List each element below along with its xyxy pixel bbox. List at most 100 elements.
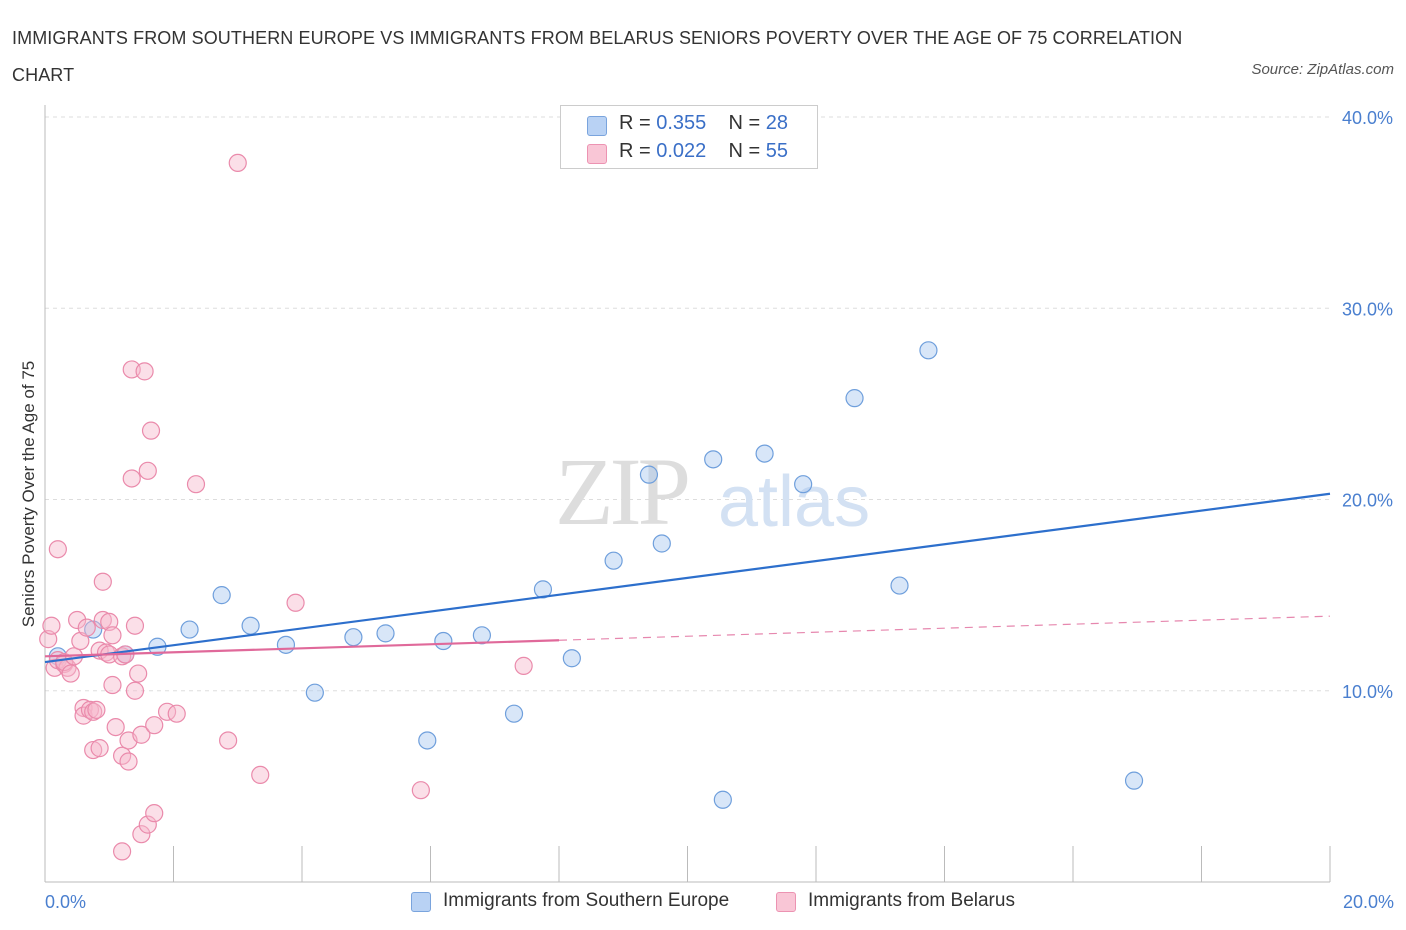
legend-n-value: 55 [765,140,789,162]
series-belarus [39,153,533,861]
bottom-legend-swatch-southern-europe [411,892,431,912]
data-point [80,700,100,719]
data-point [87,700,106,719]
data-point [604,551,623,570]
data-point [103,675,122,695]
watermark-zip: ZIP [555,438,688,545]
legend-r-label: R = [619,112,651,134]
axes [44,105,1330,883]
data-point [562,649,581,668]
data-point [504,704,524,723]
trend-lines [44,492,1331,664]
gridlines [45,116,1330,692]
data-point [138,461,157,480]
data-point [100,612,119,632]
data-point [639,465,659,484]
data-point [845,389,864,408]
data-point [472,626,491,645]
data-point [84,740,103,760]
data-point [704,450,723,469]
y-tick-label: 30.0% [1342,299,1393,319]
data-point [228,153,247,172]
legend-r-label: R = [619,140,651,162]
y-axis-label: Seniors Poverty Over the Age of 75 [19,361,38,627]
trend-line-belarus-extension [558,615,1331,641]
data-point [135,362,154,381]
legend-n-value: 28 [765,112,789,134]
data-point [141,421,161,440]
data-point [112,842,132,861]
data-point [145,804,164,823]
correlation-legend: R = 0.355 N = 28 R = 0.022 N = 55 [560,105,818,169]
data-point [48,540,67,559]
y-tick-label: 20.0% [1342,491,1393,511]
y-tick-labels: 10.0% 20.0% 30.0% 40.0% [1342,108,1393,702]
data-point [129,664,148,683]
data-point [132,825,151,844]
legend-n-label: N = [728,140,761,162]
data-point [125,681,145,700]
data-point [132,725,151,744]
data-point [305,683,324,702]
data-point [713,790,732,809]
chart-title: IMMIGRANTS FROM SOUTHERN EUROPE VS IMMIG… [12,28,1183,85]
y-tick-label: 10.0% [1342,682,1393,702]
data-point [794,475,813,494]
data-point [434,631,453,651]
data-point [145,716,164,735]
data-point [93,610,112,630]
data-point [39,630,58,649]
x-axis-ticks [44,846,1331,882]
data-point [219,731,238,750]
legend-swatch-southern-europe [587,116,607,136]
watermark-atlas: atlas [718,462,870,542]
data-point [251,765,270,785]
data-point [286,593,305,612]
trend-line-belarus [44,639,560,658]
data-point [167,704,186,723]
data-point [241,616,260,635]
data-point [919,341,938,360]
data-point [119,752,138,771]
data-point [180,620,199,639]
legend-swatch-belarus [587,144,607,164]
data-point [68,610,87,630]
data-point [186,475,206,494]
data-point [276,635,296,654]
legend-r-value: 0.355 [656,112,707,134]
x-tick-label-max: 20.0% [1343,892,1394,912]
source-note: Source: ZipAtlas.com [1251,61,1394,78]
data-point [42,616,61,635]
data-point [514,656,533,675]
trend-line-southern-europe [44,492,1331,664]
legend-n-label: N = [728,112,761,134]
data-point [376,624,395,643]
x-tick-label-min: 0.0% [45,892,86,912]
bottom-legend-label-southern-europe: Immigrants from Southern Europe [443,890,730,911]
bottom-legend-label-belarus: Immigrants from Belarus [808,890,1015,911]
data-point [77,618,96,637]
data-point [890,576,909,595]
data-point [84,620,103,639]
data-point [344,628,363,647]
data-point [55,652,74,672]
data-point [103,626,122,645]
data-point [755,444,774,463]
watermark: ZIP atlas [555,438,870,545]
data-point [1124,771,1144,790]
bottom-legend-swatch-belarus [776,892,796,912]
data-point [122,469,141,488]
data-point [93,572,112,591]
data-point [106,717,125,737]
data-point [418,731,437,750]
y-tick-label: 40.0% [1342,108,1393,128]
data-point [90,739,109,758]
data-point [652,534,671,553]
data-point [212,586,231,605]
data-point [125,616,145,635]
legend-r-value: 0.022 [656,140,707,162]
data-point [138,815,157,834]
series-southern-europe [48,341,1144,809]
data-point [84,702,103,721]
